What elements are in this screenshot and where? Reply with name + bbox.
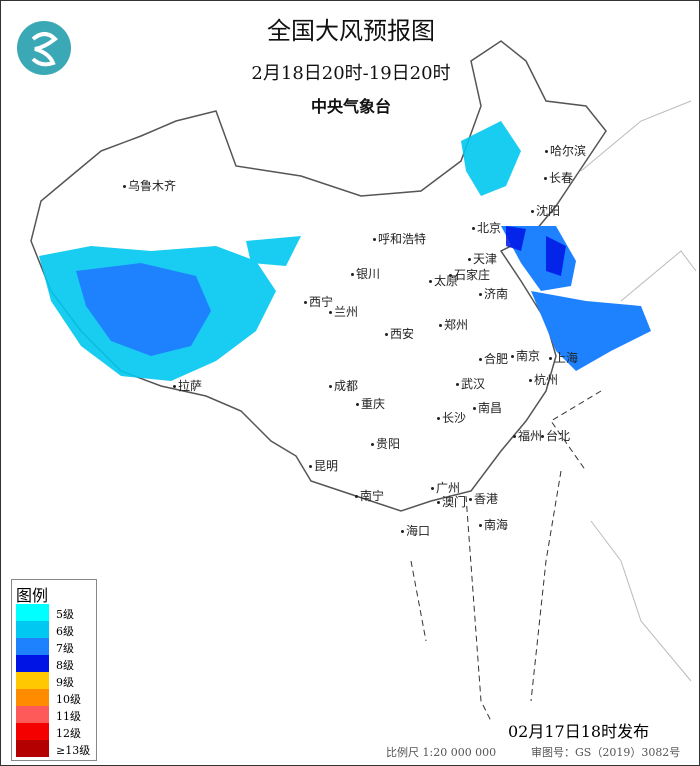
city-label: 兰州: [329, 303, 358, 320]
city-label: 福州: [513, 427, 542, 444]
legend-label: 9级: [56, 676, 74, 689]
south-china-sea-boundary: [410, 390, 602, 722]
legend-label: 7级: [56, 642, 74, 655]
forecast-period: 2月18日20时-19日20时: [251, 63, 451, 84]
city-label: 上海: [549, 349, 578, 366]
city-label: 济南: [479, 285, 508, 302]
city-label: 呼和浩特: [373, 230, 426, 247]
map-title: 全国大风预报图: [267, 17, 435, 45]
city-label: 南京: [511, 347, 540, 364]
wind-area-level8: [506, 226, 566, 276]
legend-item: 8级: [16, 655, 94, 672]
city-label: 昆明: [309, 457, 338, 474]
city-label: 武汉: [456, 375, 485, 392]
legend-swatch: [16, 706, 49, 723]
city-label: 杭州: [529, 371, 558, 388]
city-label: 石家庄: [449, 266, 490, 283]
legend-label: 11级: [56, 710, 81, 723]
city-label: 合肥: [479, 350, 508, 367]
legend-item: 12级: [16, 723, 94, 740]
legend-item: 5级: [16, 604, 94, 621]
city-label: 西安: [385, 325, 414, 342]
city-label: 成都: [329, 377, 358, 394]
legend-item: 7级: [16, 638, 94, 655]
legend: 图例 5级 6级 7级 8级 9级 10级 11级 12级 ≥13级: [11, 579, 97, 761]
legend-label: 12级: [56, 727, 81, 740]
sea-coastline: [580, 100, 697, 682]
city-label: 拉萨: [173, 377, 202, 394]
city-label: 乌鲁木齐: [123, 177, 176, 194]
city-label: 香港: [469, 490, 498, 507]
legend-label: 5级: [56, 608, 74, 621]
legend-swatch: [16, 604, 49, 621]
legend-item: 6级: [16, 621, 94, 638]
legend-swatch: [16, 740, 49, 757]
city-label: 长沙: [437, 409, 466, 426]
legend-title: 图例: [16, 586, 49, 605]
legend-label: 8级: [56, 659, 74, 672]
city-label: 长春: [544, 169, 573, 186]
city-label: 北京: [472, 219, 501, 236]
city-label: 银川: [351, 265, 380, 282]
city-label: 南昌: [473, 399, 502, 416]
city-label: 贵阳: [371, 435, 400, 452]
city-label: 海口: [401, 522, 430, 539]
city-label: 郑州: [439, 316, 468, 333]
review-number: 审图号：GS（2019）3082号: [531, 746, 681, 759]
legend-label: ≥13级: [56, 744, 91, 757]
issue-time: 02月17日18时发布: [508, 722, 650, 741]
legend-swatch: [16, 655, 49, 672]
city-label: 重庆: [356, 395, 385, 412]
city-label: 南海: [479, 516, 508, 533]
legend-swatch: [16, 689, 49, 706]
legend-item: 10级: [16, 689, 94, 706]
city-label: 澳门: [437, 493, 466, 510]
city-label: 哈尔滨: [545, 142, 586, 159]
city-label: 沈阳: [531, 202, 560, 219]
legend-swatch: [16, 621, 49, 638]
legend-item: 11级: [16, 706, 94, 723]
city-label: 南宁: [355, 487, 384, 504]
legend-item: 9级: [16, 672, 94, 689]
legend-label: 6级: [56, 625, 74, 638]
legend-label: 10级: [56, 693, 81, 706]
city-label: 台北: [541, 427, 570, 444]
cma-logo-icon: [17, 21, 71, 75]
city-label: 广州: [431, 479, 460, 496]
city-label: 天津: [468, 250, 497, 267]
legend-swatch: [16, 672, 49, 689]
agency-name: 中央气象台: [310, 97, 391, 116]
city-label: 西宁: [304, 293, 333, 310]
map-scale: 比例尺 1:20 000 000: [386, 746, 497, 759]
legend-swatch: [16, 723, 49, 740]
legend-item: ≥13级: [16, 740, 94, 757]
legend-swatch: [16, 638, 49, 655]
